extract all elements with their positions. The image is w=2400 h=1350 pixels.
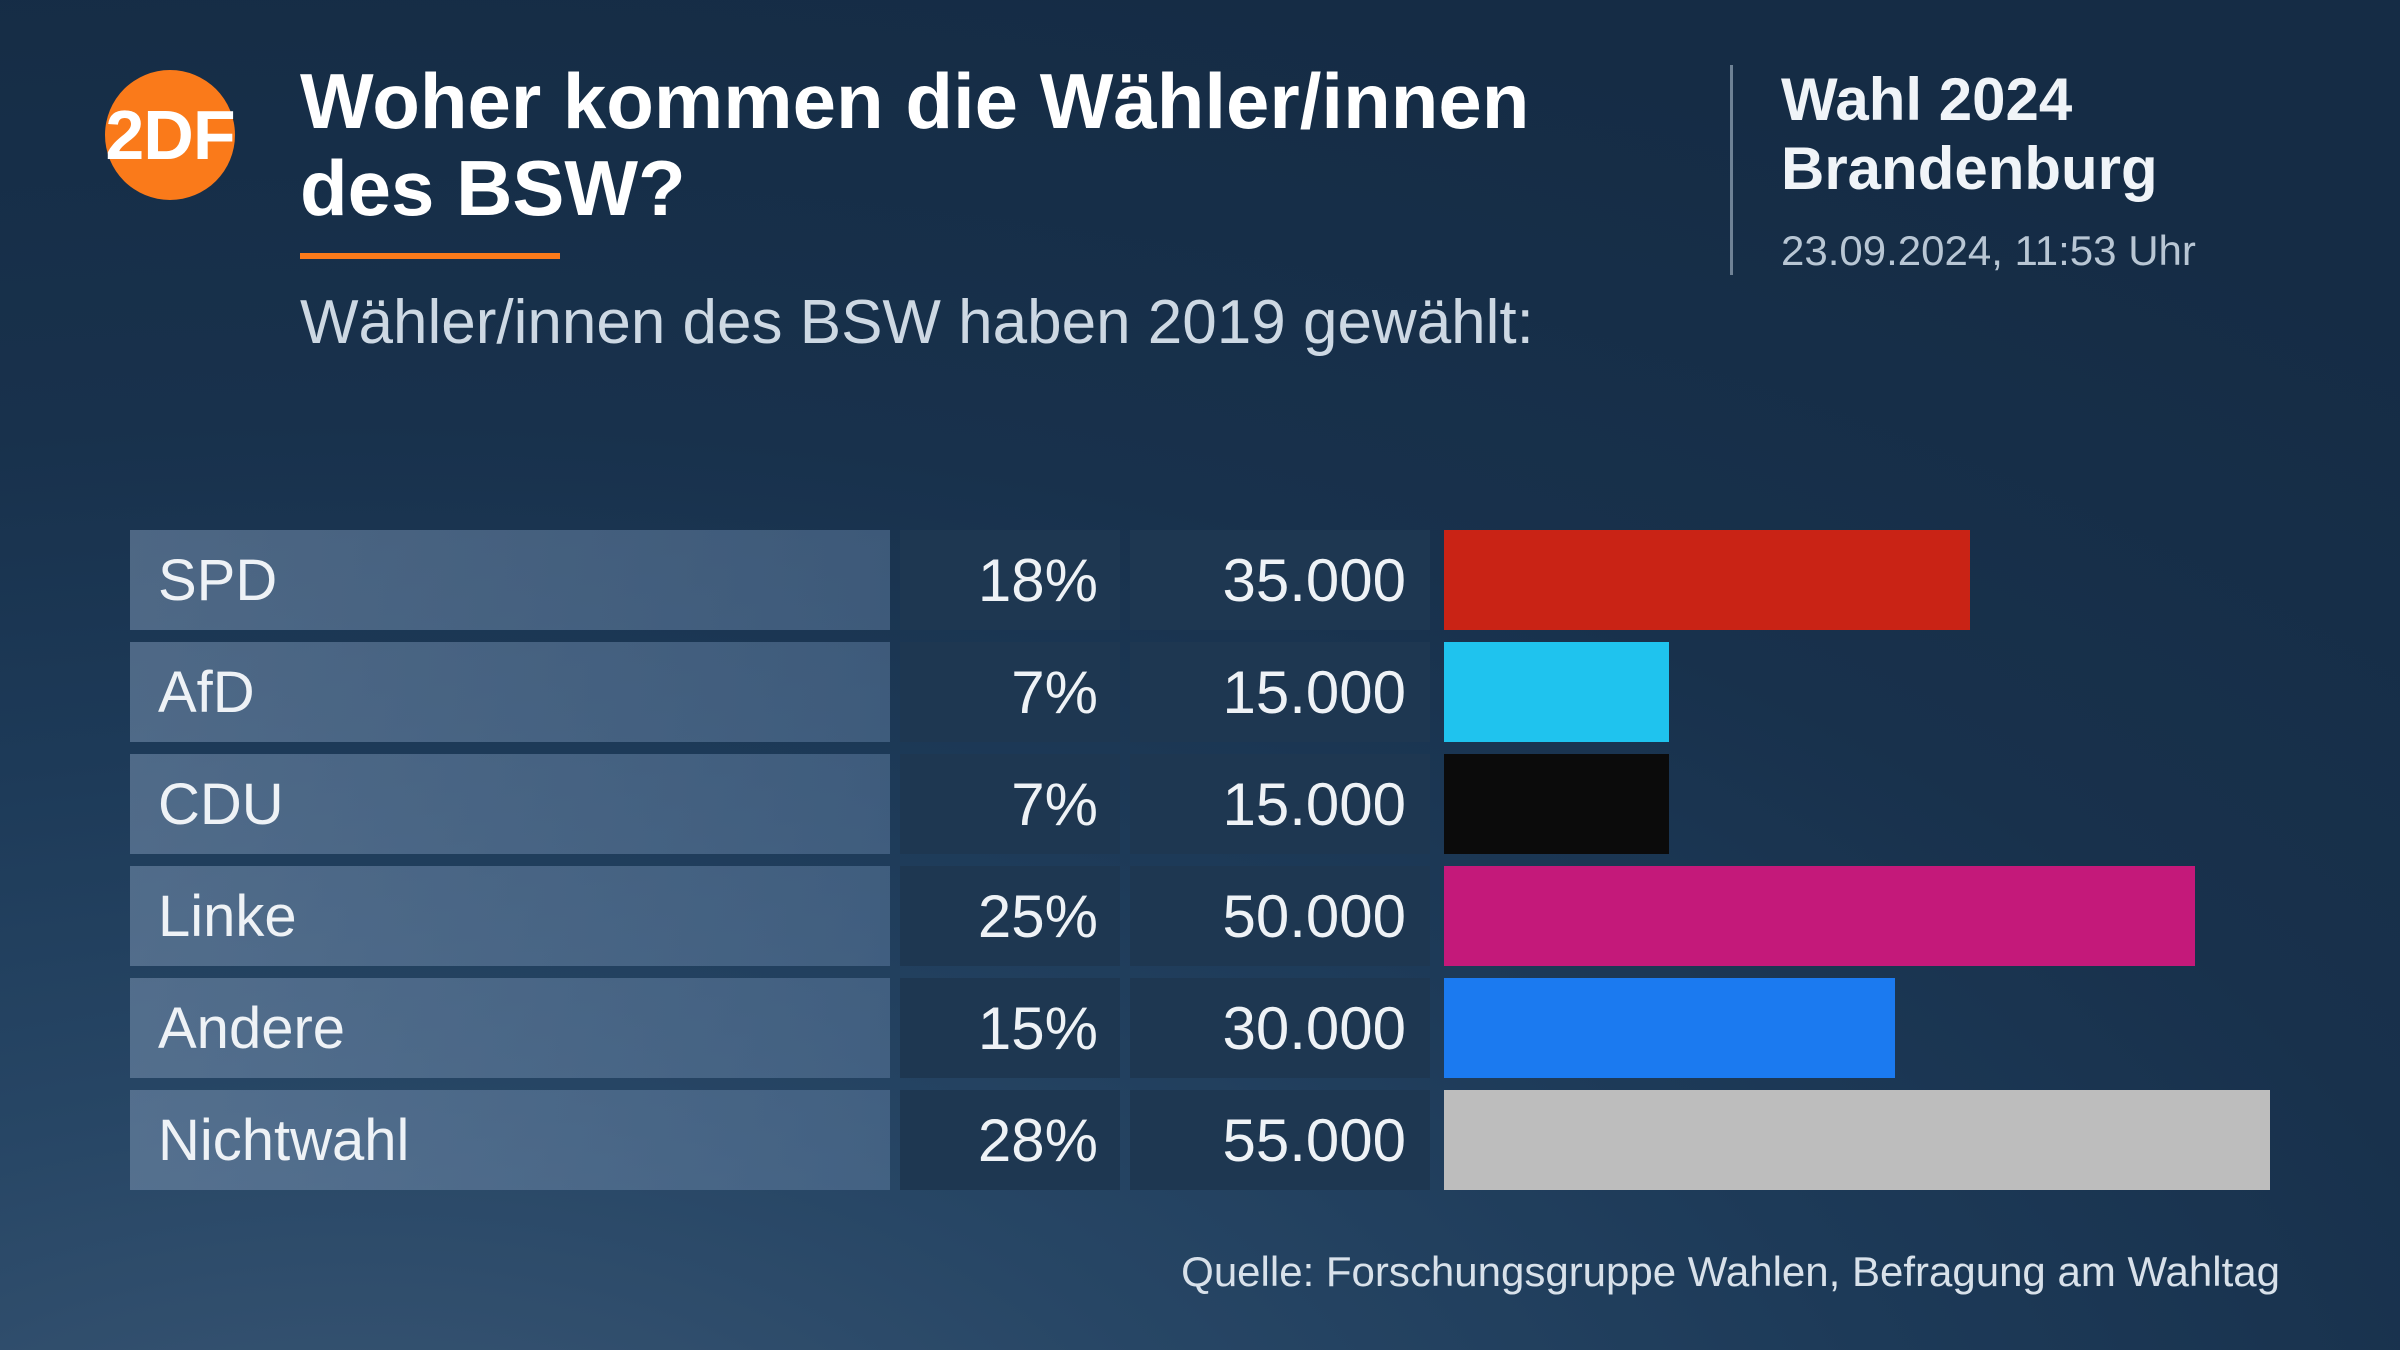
row-percent: 7% [900,642,1120,742]
row-bar [1444,978,1895,1078]
row-bar [1444,866,2195,966]
row-percent: 15% [900,978,1120,1078]
meta-timestamp: 23.09.2024, 11:53 Uhr [1781,227,2290,275]
row-count: 35.000 [1130,530,1430,630]
chart-row: CDU7%15.000 [130,754,2270,854]
row-bar-track [1444,866,2270,966]
row-count: 50.000 [1130,866,1430,966]
row-percent: 25% [900,866,1120,966]
voter-origin-chart: SPD18%35.000AfD7%15.000CDU7%15.000Linke2… [130,530,2270,1202]
row-bar-track [1444,642,2270,742]
meta-line2: Brandenburg [1781,134,2290,203]
row-bar [1444,642,1669,742]
page-subtitle: Wähler/innen des BSW haben 2019 gewählt: [300,287,1680,358]
chart-row: Andere15%30.000 [130,978,2270,1078]
row-label: AfD [130,642,890,742]
logo-circle: 2DF [105,70,235,200]
row-percent: 18% [900,530,1120,630]
broadcaster-logo: 2DF [105,70,235,200]
chart-row: SPD18%35.000 [130,530,2270,630]
row-label: Nichtwahl [130,1090,890,1190]
row-count: 15.000 [1130,642,1430,742]
row-count: 15.000 [1130,754,1430,854]
row-percent: 28% [900,1090,1120,1190]
row-bar-track [1444,1090,2270,1190]
row-label: SPD [130,530,890,630]
meta-panel: Wahl 2024 Brandenburg 23.09.2024, 11:53 … [1730,65,2290,275]
row-count: 55.000 [1130,1090,1430,1190]
chart-row: Nichtwahl28%55.000 [130,1090,2270,1190]
row-bar [1444,530,1970,630]
row-bar-track [1444,978,2270,1078]
page-title: Woher kommen die Wähler/innen des BSW? [300,58,1680,233]
row-label: CDU [130,754,890,854]
row-percent: 7% [900,754,1120,854]
chart-row: AfD7%15.000 [130,642,2270,742]
chart-row: Linke25%50.000 [130,866,2270,966]
title-underline [300,253,560,259]
meta-line1: Wahl 2024 [1781,65,2290,134]
source-attribution: Quelle: Forschungsgruppe Wahlen, Befragu… [1181,1248,2280,1296]
row-count: 30.000 [1130,978,1430,1078]
row-bar [1444,754,1669,854]
row-label: Andere [130,978,890,1078]
row-label: Linke [130,866,890,966]
content-root: 2DF Woher kommen die Wähler/innen des BS… [0,0,2400,1350]
row-bar-track [1444,530,2270,630]
header: Woher kommen die Wähler/innen des BSW? W… [300,58,1680,358]
row-bar [1444,1090,2270,1190]
row-bar-track [1444,754,2270,854]
